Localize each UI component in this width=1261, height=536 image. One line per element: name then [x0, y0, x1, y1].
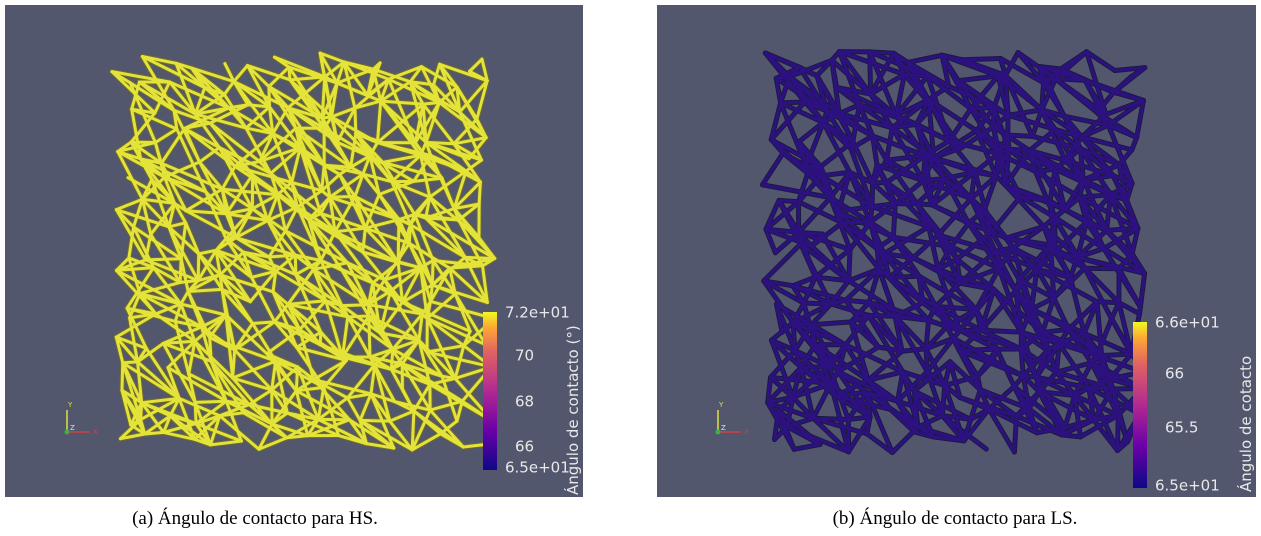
pore-throat	[1102, 354, 1132, 355]
pore-throat	[971, 108, 994, 109]
pore-throat	[287, 436, 308, 438]
pore-throat	[432, 260, 433, 285]
colorbar-tick: 66	[515, 438, 534, 456]
pore-throat	[842, 222, 870, 223]
figure: 7.2e+01 70 68 66 6.5e+01 Ángulo de conta…	[0, 0, 1261, 536]
colorbar-tick: 70	[515, 347, 534, 365]
pore-throat	[145, 432, 164, 434]
axis-label: Y	[718, 401, 724, 409]
pore-throat	[893, 204, 895, 238]
colorbar-tick: 65.5	[1165, 419, 1198, 437]
pore-throat	[1097, 302, 1119, 303]
pore-throat	[1008, 135, 1033, 136]
axis-label: Z	[70, 424, 75, 432]
pore-throat	[801, 367, 829, 368]
pore-throat	[849, 249, 850, 280]
colorbar-tick: 7.2e+01	[505, 304, 570, 322]
pore-throat	[779, 200, 798, 201]
axis-label: Y	[67, 401, 73, 409]
pore-throat	[1014, 416, 1016, 452]
pore-throat	[959, 349, 997, 350]
pore-throat	[963, 58, 1001, 59]
pore-throat	[195, 401, 226, 402]
pore-throat	[804, 303, 831, 304]
pore-throat	[1117, 415, 1118, 450]
pore-throat	[369, 316, 370, 357]
pore-throat	[210, 337, 212, 361]
colorbar-tick: 6.5e+01	[1155, 477, 1220, 495]
axis-label: X	[93, 428, 98, 436]
pore-throat	[904, 74, 927, 75]
colorbar-title: Ángulo de contacto (°)	[563, 325, 582, 495]
pore-throat	[342, 305, 369, 306]
pore-throat	[781, 102, 805, 103]
pore-throat	[198, 254, 199, 281]
pore-throat	[479, 182, 480, 204]
pore-throat	[1062, 435, 1081, 437]
pore-throat	[348, 316, 369, 317]
colorbar	[1133, 322, 1147, 488]
colorbar-title: Ángulo de cotacto	[1236, 356, 1255, 492]
colorbar	[483, 312, 497, 470]
pore-throat	[146, 259, 182, 260]
pore-throat	[869, 315, 896, 316]
colorbar-tick: 6.6e+01	[1155, 314, 1220, 332]
colorbar-tick: 6.5e+01	[505, 459, 570, 477]
colorbar-tick: 66	[1165, 365, 1184, 383]
pore-throat	[360, 420, 390, 421]
caption: (b) Ángulo de contacto para LS.	[833, 507, 1078, 529]
pore-throat	[355, 108, 356, 133]
axis-label: X	[744, 428, 749, 436]
caption: (a) Ángulo de contacto para HS.	[132, 507, 378, 529]
colorbar-tick: 68	[515, 393, 534, 411]
pore-throat	[163, 341, 194, 343]
pore-throat	[233, 350, 235, 378]
axis-label: Z	[721, 424, 726, 432]
pore-throat	[248, 105, 269, 107]
pore-throat	[889, 276, 919, 278]
pore-throat	[1085, 268, 1119, 269]
pore-throat	[870, 52, 871, 94]
